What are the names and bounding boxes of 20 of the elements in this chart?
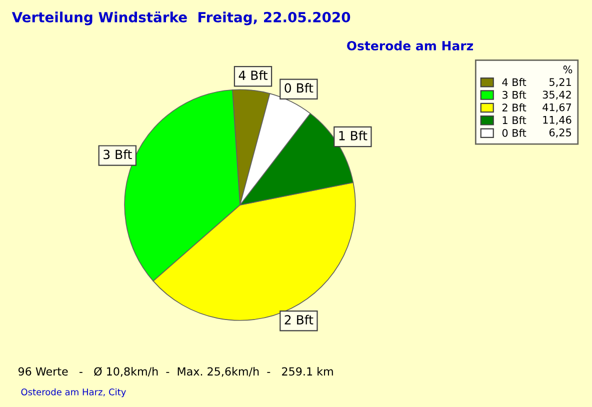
legend-label: 1 Bft	[502, 116, 526, 124]
chart-title: Verteilung Windstärke Freitag, 22.05.2020	[12, 11, 350, 26]
slice-label: 3 Bft	[104, 150, 132, 160]
chart-subtitle: Osterode am Harz	[347, 40, 473, 50]
text: Osterode am Harz, City	[21, 388, 126, 398]
data-label: 5,21	[550, 78, 571, 88]
text: 96 Werte - Ø 10,8km/h - Max. 25,6km/h - 259.1 km	[18, 367, 333, 377]
slice-label: 4 Bft	[238, 70, 268, 80]
data-label: 11,46	[543, 116, 572, 125]
legend-title: %	[563, 66, 572, 74]
slice-label: 1 Bft	[339, 130, 368, 140]
legend-label: 3 Bft	[502, 90, 526, 99]
legend-label: 0 Bft	[502, 128, 526, 137]
data-label: 6,25	[549, 128, 571, 138]
legend-label: 2 Bft	[502, 103, 526, 112]
legend-label: 4 Bft	[502, 78, 526, 86]
slice-label: 0 Bft	[284, 83, 314, 93]
slice-label: 2 Bft	[284, 314, 314, 324]
data-label: 41,67	[542, 103, 572, 112]
data-label: 35,42	[542, 90, 571, 100]
